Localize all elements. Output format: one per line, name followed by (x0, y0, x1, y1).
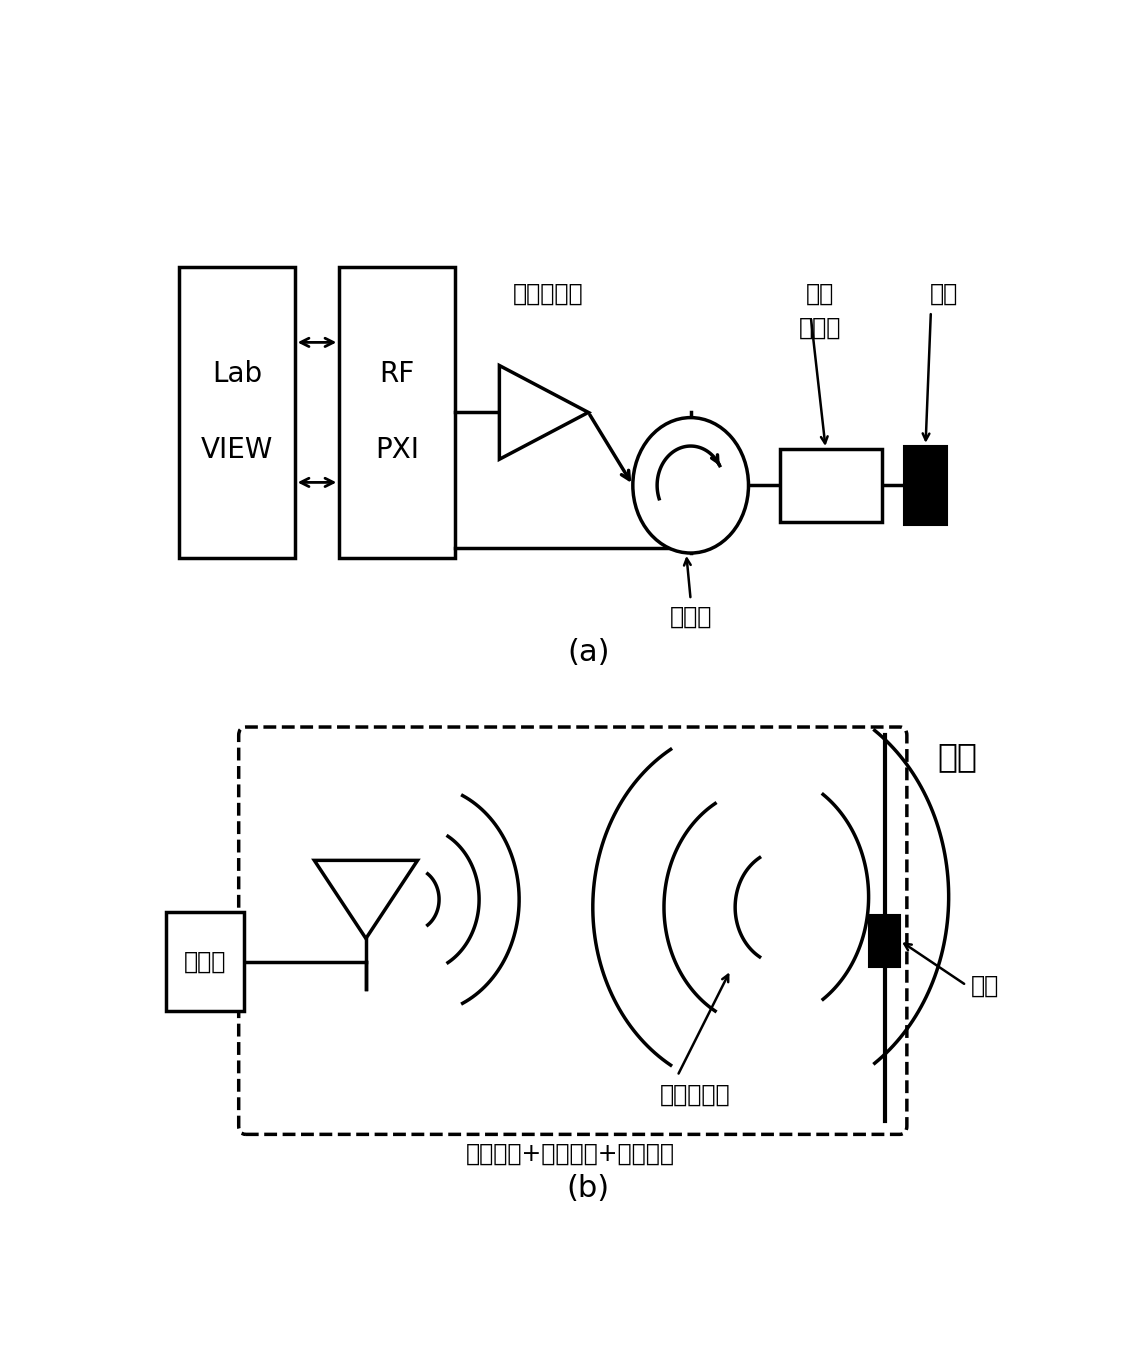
Text: 衰减器: 衰减器 (799, 315, 840, 340)
Text: 芯片: 芯片 (971, 973, 999, 997)
Text: 发射天线+自由空间+接收天线: 发射天线+自由空间+接收天线 (466, 1142, 675, 1166)
Text: VIEW: VIEW (201, 436, 273, 464)
Text: 阅读器: 阅读器 (184, 950, 226, 974)
FancyBboxPatch shape (779, 449, 882, 522)
Text: 环行器: 环行器 (669, 605, 712, 629)
Polygon shape (499, 365, 589, 459)
Circle shape (633, 418, 748, 553)
FancyBboxPatch shape (340, 267, 455, 559)
Text: 偶极子天线: 偶极子天线 (660, 1082, 730, 1107)
Text: 芯片: 芯片 (930, 283, 959, 306)
FancyBboxPatch shape (179, 267, 295, 559)
FancyBboxPatch shape (869, 915, 900, 966)
Text: 标签: 标签 (938, 740, 978, 773)
Text: (b): (b) (567, 1174, 610, 1203)
FancyBboxPatch shape (905, 445, 947, 525)
Text: 固定: 固定 (806, 283, 833, 306)
Text: (a): (a) (567, 637, 610, 667)
Polygon shape (315, 861, 418, 939)
Text: Lab: Lab (212, 360, 262, 388)
FancyBboxPatch shape (165, 912, 245, 1012)
FancyBboxPatch shape (239, 727, 907, 1134)
Text: PXI: PXI (375, 436, 419, 464)
Text: 功率放大器: 功率放大器 (513, 283, 583, 306)
Text: RF: RF (380, 360, 414, 388)
